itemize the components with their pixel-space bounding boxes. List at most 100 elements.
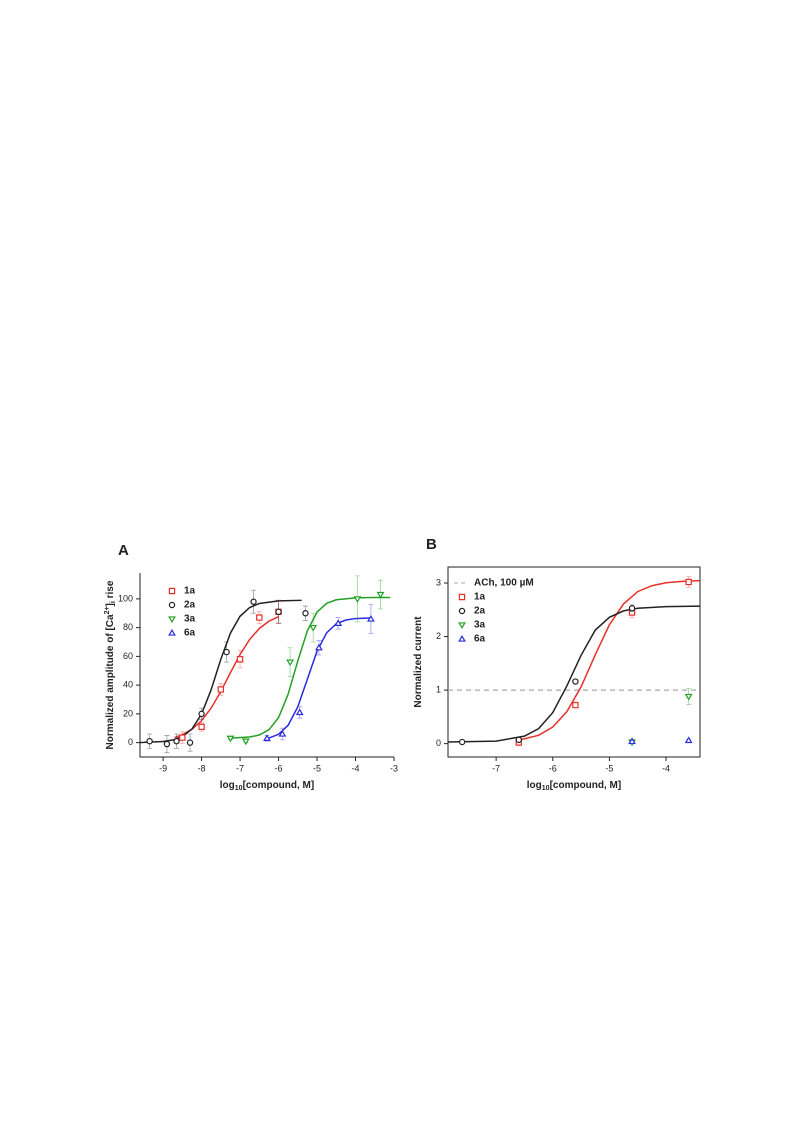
x-axis-label-part: log	[527, 780, 542, 791]
x-axis-label-part: 10	[542, 785, 550, 792]
legend-label: 6a	[474, 634, 486, 645]
legend-marker	[168, 628, 176, 636]
x-axis-label-part: [compound, M]	[550, 780, 622, 791]
y-axis-label-part: 2+	[104, 606, 111, 614]
data-point	[173, 738, 180, 745]
x-tick-label: -5	[313, 763, 321, 773]
y-tick-label: 0	[128, 737, 133, 747]
fit-curve	[447, 605, 701, 743]
data-point	[684, 736, 693, 744]
data-point	[302, 610, 309, 617]
x-tick-label: -7	[236, 763, 244, 773]
x-tick-label: -9	[159, 763, 167, 773]
data-point	[572, 701, 579, 709]
data-point	[250, 598, 257, 605]
panel-label: A	[118, 542, 129, 559]
legend-marker	[458, 593, 466, 601]
y-axis-label-part: Normalized amplitude of [Ca	[105, 614, 116, 749]
legend-label: 1a	[184, 586, 196, 597]
data-point	[458, 738, 466, 746]
legend-label: 1a	[474, 592, 486, 603]
legend-marker	[168, 601, 176, 609]
data-point	[295, 708, 304, 716]
data-point	[685, 578, 692, 586]
data-point	[198, 710, 205, 718]
x-axis-label-part: 10	[235, 785, 243, 792]
data-point	[572, 678, 579, 685]
x-tick-label: -7	[492, 763, 500, 773]
fit-curve	[139, 599, 302, 744]
data-point	[146, 738, 153, 745]
legend-label: 2a	[474, 606, 486, 617]
data-point	[315, 643, 323, 651]
data-point	[515, 736, 522, 744]
y-axis-label-part: ]	[105, 603, 116, 606]
y-axis-label: Normalized current	[413, 616, 424, 708]
data-point	[163, 740, 171, 748]
x-axis-label: log10[compound, M]	[527, 780, 621, 792]
data-point	[367, 614, 375, 622]
data-point	[217, 686, 225, 693]
x-tick-label: -3	[390, 763, 398, 773]
y-tick-label: 100	[118, 593, 133, 603]
x-tick-label: -6	[275, 763, 283, 773]
y-axis-label-part: rise	[105, 580, 116, 601]
fit-curve	[266, 617, 371, 740]
axis-frame	[139, 573, 394, 758]
data-point	[236, 656, 244, 663]
legend-marker	[458, 622, 466, 630]
data-point	[334, 619, 343, 626]
data-point	[186, 739, 194, 746]
x-axis-label-part: [compound, M]	[243, 780, 315, 791]
y-tick-label: 0	[436, 738, 441, 748]
y-tick-label: 3	[436, 577, 441, 587]
legend-marker	[168, 616, 176, 624]
y-axis-label-part: Normalized current	[413, 616, 424, 708]
legend-label: 2a	[184, 600, 196, 611]
x-tick-label: -5	[605, 763, 613, 773]
legend-label: 3a	[184, 614, 196, 625]
legend-label: ACh, 100 µM	[474, 578, 534, 589]
x-axis-label: log10[compound, M]	[220, 780, 314, 792]
fit-curve	[518, 579, 701, 741]
y-tick-label: 20	[123, 708, 133, 718]
legend-label: 3a	[474, 620, 486, 631]
legend-marker	[168, 587, 176, 595]
y-tick-label: 2	[436, 631, 441, 641]
legend-marker	[458, 607, 466, 615]
panel-label: B	[426, 536, 437, 553]
data-point	[278, 729, 287, 737]
legend-marker	[458, 634, 466, 642]
y-tick-label: 80	[123, 622, 133, 632]
x-axis-label-part: log	[220, 780, 235, 791]
x-tick-label: -8	[198, 763, 206, 773]
y-tick-label: 60	[123, 651, 133, 661]
data-point	[353, 596, 362, 603]
data-point	[198, 723, 205, 731]
data-point	[376, 591, 385, 599]
x-tick-label: -6	[549, 763, 557, 773]
data-point	[223, 648, 230, 656]
data-point	[628, 737, 636, 745]
data-point	[309, 624, 318, 632]
legend-label: 6a	[184, 628, 196, 639]
data-point	[275, 608, 282, 615]
x-tick-label: -4	[662, 763, 670, 773]
y-axis-label: Normalized amplitude of [Ca2+]i rise	[104, 580, 117, 749]
data-point	[179, 734, 186, 741]
data-point	[684, 693, 693, 701]
data-point	[286, 659, 294, 667]
data-point	[256, 614, 263, 621]
data-point	[628, 605, 636, 612]
x-tick-label: -4	[352, 763, 360, 773]
data-point	[226, 735, 235, 743]
fit-curve	[228, 596, 391, 740]
y-tick-label: 40	[123, 680, 133, 690]
data-point	[241, 738, 250, 746]
y-axis-label-part: i	[110, 601, 117, 603]
data-point	[263, 734, 271, 741]
y-tick-label: 1	[436, 684, 441, 694]
axis-frame	[447, 566, 701, 758]
